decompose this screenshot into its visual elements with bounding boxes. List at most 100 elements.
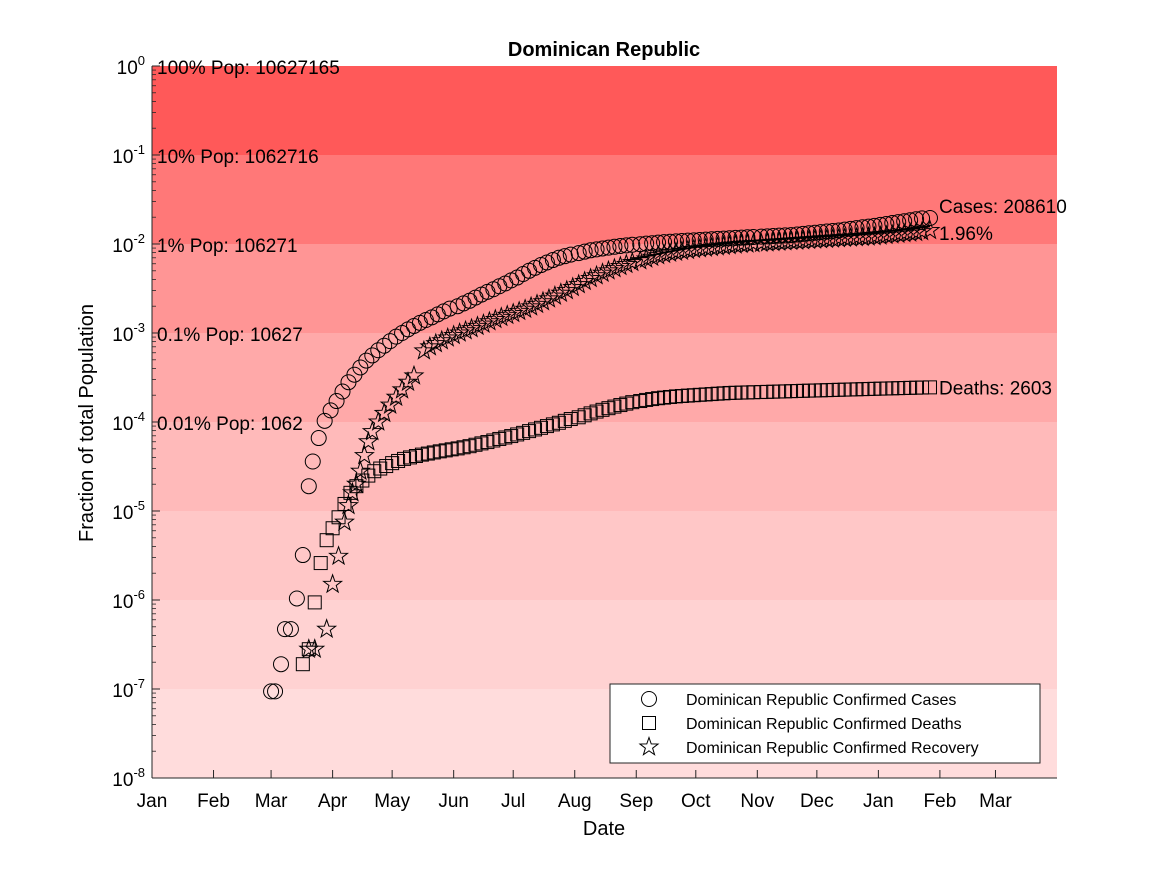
square-point	[662, 389, 677, 404]
star-point	[361, 420, 383, 441]
square-point	[657, 390, 672, 405]
y-tick-label: 10-8	[112, 765, 145, 791]
square-point	[319, 533, 334, 548]
square-point	[528, 422, 543, 437]
star-point	[713, 235, 735, 256]
y-axis-label: Fraction of total Population	[76, 304, 98, 542]
population-band-3	[152, 333, 1057, 422]
star-point	[899, 221, 921, 242]
square-point	[444, 442, 459, 457]
circle-point	[310, 430, 327, 447]
y-tick-label: 10-5	[112, 498, 145, 524]
square-point	[349, 479, 364, 494]
circle-point	[842, 220, 859, 237]
star-point	[478, 310, 500, 331]
square-point	[474, 436, 489, 451]
star-point	[762, 231, 784, 252]
square-point	[510, 427, 525, 442]
square-point	[639, 392, 654, 407]
star-point	[653, 243, 675, 264]
circle-point	[902, 212, 919, 229]
circle-point	[441, 300, 458, 317]
square-point	[516, 425, 531, 440]
star-point	[316, 618, 338, 639]
circle-point	[370, 342, 387, 359]
square-point	[915, 380, 930, 395]
star-point	[887, 223, 909, 244]
square-point	[403, 450, 418, 465]
square-point	[577, 408, 592, 423]
x-tick-label: Feb	[197, 791, 230, 812]
star-point	[792, 229, 814, 250]
square-point	[551, 415, 566, 430]
circle-point	[667, 233, 684, 250]
star-point	[349, 460, 371, 481]
star-point	[804, 228, 826, 249]
square-point	[645, 392, 660, 407]
star-point	[328, 545, 350, 566]
circle-point	[263, 683, 280, 700]
x-tick-label: Apr	[318, 791, 348, 812]
y-tick-label: 10-1	[112, 142, 145, 168]
square-point	[367, 464, 382, 479]
circle-point	[276, 621, 293, 638]
circle-point	[800, 225, 817, 242]
data-series	[263, 209, 941, 700]
legend-star-marker	[638, 735, 660, 756]
star-point	[532, 290, 554, 311]
star-point	[695, 237, 717, 257]
square-point	[408, 448, 423, 463]
square-point	[607, 399, 622, 414]
square-point	[633, 394, 648, 409]
star-point	[834, 227, 856, 248]
square-point	[391, 453, 406, 468]
square-point	[373, 461, 388, 476]
square-point	[486, 433, 501, 448]
x-tick-label: Dec	[800, 791, 834, 812]
circle-point	[576, 243, 593, 260]
star-point	[768, 231, 790, 252]
square-point	[480, 435, 495, 450]
x-tick-label: Mar	[979, 791, 1012, 812]
star-point	[893, 222, 915, 243]
population-band-4	[152, 422, 1057, 511]
end-label-square: Deaths: 2603	[939, 378, 1052, 399]
circle-point	[334, 383, 351, 400]
star-point	[828, 227, 850, 248]
legend-box	[609, 683, 1041, 764]
star-point	[615, 253, 637, 274]
circle-point	[316, 412, 333, 429]
circle-point	[300, 478, 317, 495]
star-point	[373, 402, 395, 423]
star-point	[298, 638, 320, 659]
square-point	[619, 396, 634, 411]
star-point	[609, 255, 631, 276]
star-point	[736, 232, 758, 253]
star-point	[484, 308, 506, 329]
square-point	[468, 437, 483, 452]
star-point	[419, 335, 441, 356]
star-point	[562, 276, 584, 297]
star-point	[725, 233, 746, 254]
chart-title: Dominican Republic	[508, 39, 700, 61]
circle-point	[650, 234, 667, 251]
square-point	[420, 446, 435, 461]
y-tick-label: 10-6	[112, 587, 145, 613]
circle-point	[618, 237, 635, 254]
star-point	[574, 270, 596, 291]
circle-point	[921, 209, 938, 226]
star-point	[750, 232, 772, 253]
square-point	[533, 420, 548, 435]
star-point	[322, 573, 344, 594]
star-point	[397, 371, 419, 392]
circle-point	[570, 245, 587, 262]
star-point	[919, 219, 941, 240]
star-point	[544, 285, 566, 305]
x-tick-label: Oct	[681, 791, 711, 812]
star-point	[597, 259, 619, 280]
square-point	[337, 496, 352, 511]
star-point	[730, 233, 752, 254]
circle-point	[328, 393, 345, 410]
star-point	[852, 226, 873, 247]
square-point	[313, 556, 328, 571]
